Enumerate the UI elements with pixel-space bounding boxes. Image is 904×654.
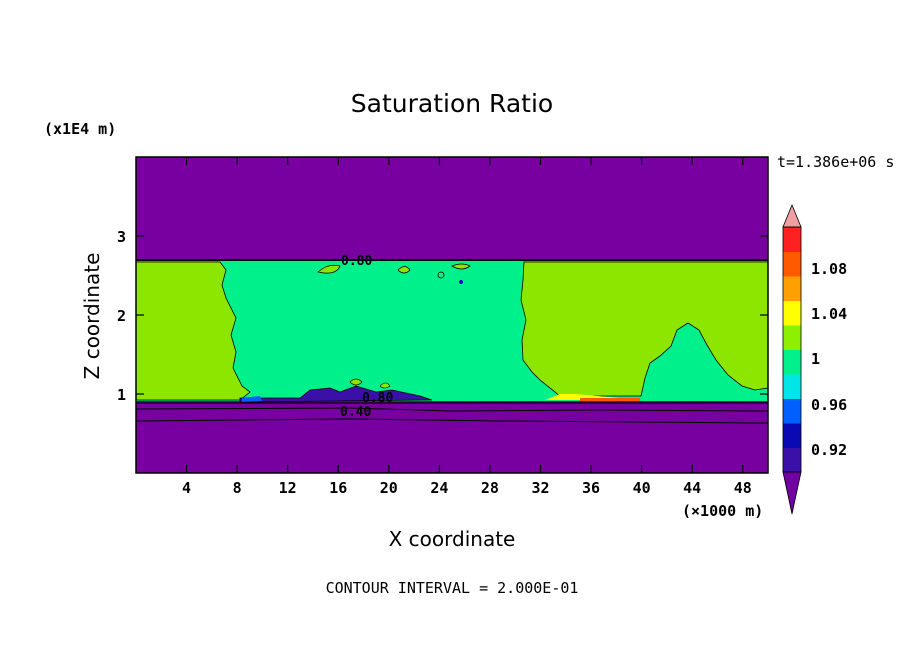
colorbar-segment — [783, 398, 801, 424]
colorbar-segment — [783, 349, 801, 375]
colorbar-label: 1.08 — [811, 260, 847, 278]
region-upper-dry — [136, 157, 768, 260]
x-tick-label: 12 — [279, 479, 297, 497]
y-tick-label: 3 — [117, 228, 126, 246]
x-tick-label: 8 — [233, 479, 242, 497]
contour-label: 0.80 — [362, 391, 393, 406]
colorbar-segment — [783, 276, 801, 301]
colorbar-segment — [783, 325, 801, 350]
colorbar-over-triangle — [782, 203, 802, 228]
plot-area: 0.80 0.80 0.40 — [135, 156, 769, 474]
contour-label: 0.40 — [340, 405, 371, 420]
y-axis: 1 2 3 — [117, 228, 768, 404]
y-tick-label: 1 — [117, 386, 126, 404]
colorbar: 0.92 0.96 1 1.04 1.08 — [782, 203, 847, 515]
colorbar-segment — [783, 300, 801, 326]
x-axis-label: X coordinate — [389, 527, 516, 551]
x-tick-label: 28 — [481, 479, 499, 497]
x-tick-label: 48 — [734, 479, 752, 497]
colorbar-segment — [783, 423, 801, 448]
x-tick-label: 24 — [430, 479, 448, 497]
x-tick-label: 16 — [329, 479, 347, 497]
contour-interval-note: CONTOUR INTERVAL = 2.000E-01 — [326, 579, 579, 597]
y-tick-label: 2 — [117, 307, 126, 325]
colorbar-segment — [783, 251, 801, 277]
x-tick-label: 20 — [380, 479, 398, 497]
x-tick-label: 4 — [182, 479, 191, 497]
colorbar-segment — [783, 374, 801, 399]
region-cloud-right — [520, 261, 769, 397]
colorbar-under-triangle — [782, 471, 802, 515]
colorbar-label: 0.96 — [811, 396, 847, 414]
time-label: t=1.386e+06 s — [777, 153, 894, 171]
colorbar-label: 1 — [811, 350, 820, 368]
colorbar-frame — [782, 226, 802, 473]
chart-title: Saturation Ratio — [351, 89, 553, 118]
colorbar-label: 0.92 — [811, 441, 847, 459]
colorbar-segment — [783, 227, 801, 252]
y-axis-label: Z coordinate — [80, 253, 104, 380]
x-unit-label: (×1000 m) — [682, 502, 763, 520]
cloud-top-feature — [317, 263, 471, 274]
x-tick-label: 44 — [683, 479, 701, 497]
x-tick-label: 32 — [531, 479, 549, 497]
x-tick-label: 40 — [633, 479, 651, 497]
x-axis: 4 8 12 16 20 24 28 32 36 40 44 48 — [182, 157, 752, 497]
cloud-base-noise — [239, 385, 433, 403]
colorbar-segment — [783, 447, 801, 473]
colorbar-label: 1.04 — [811, 305, 847, 323]
x-tick-label: 36 — [582, 479, 600, 497]
y-unit-label: (x1E4 m) — [44, 120, 116, 138]
contour-label: 0.80 — [341, 254, 372, 269]
region-lower-dry — [136, 400, 768, 473]
